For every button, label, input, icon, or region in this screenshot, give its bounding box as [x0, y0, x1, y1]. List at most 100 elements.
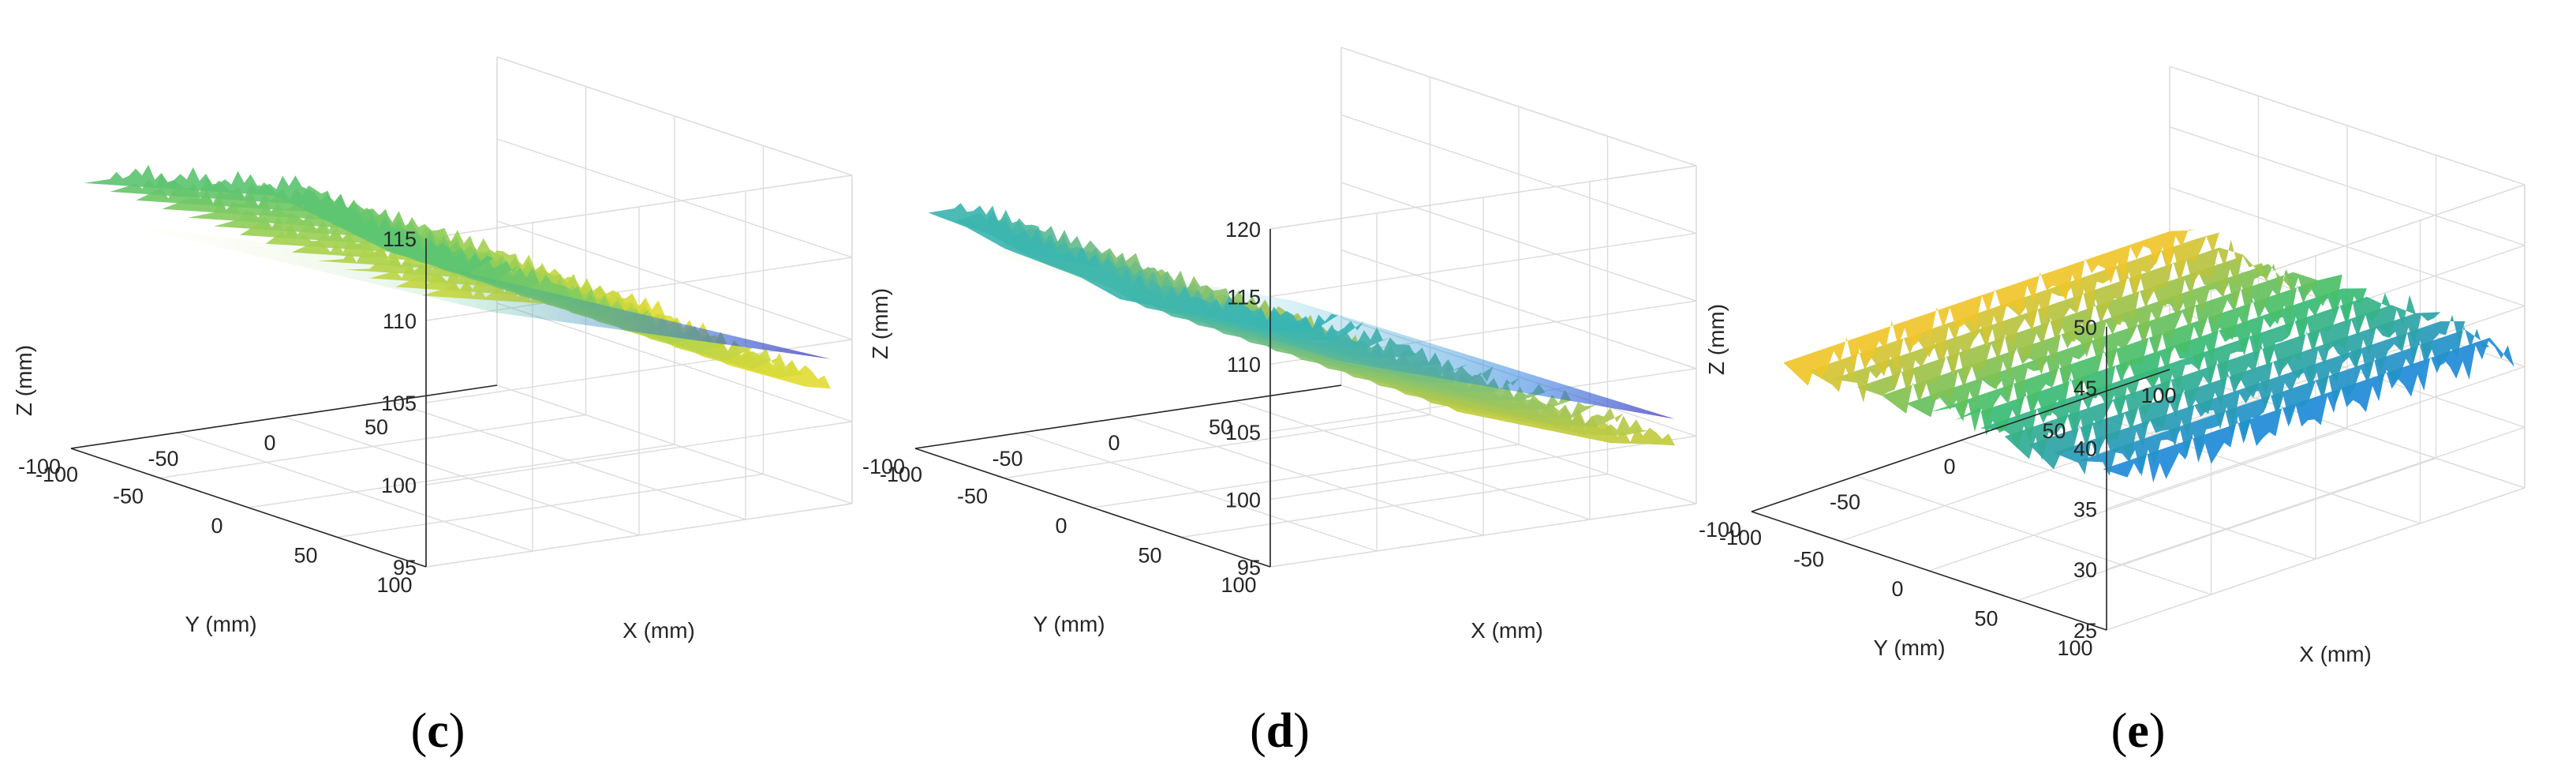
surface-strip	[2054, 314, 2466, 474]
z-tick-label: 95	[393, 556, 417, 579]
surface-strip	[928, 203, 1338, 332]
box-edge	[2169, 66, 2526, 186]
floor-grid-y	[248, 444, 675, 508]
x-axis-label: X (mm)	[1471, 618, 1543, 643]
x-tick-label: -100	[36, 463, 78, 486]
y-tick-label: 0	[211, 514, 222, 538]
x-axis-line	[70, 384, 498, 449]
box-edge	[496, 56, 853, 176]
z-tick-label: 50	[2073, 316, 2097, 339]
y-axis-line	[1751, 511, 2107, 631]
z-tick-label: 40	[2073, 437, 2097, 461]
surface-strip	[2078, 325, 2490, 477]
surface-strip	[1906, 269, 2318, 422]
z-axis-label: Z (mm)	[12, 345, 36, 416]
z-tick-label: 110	[383, 309, 417, 333]
y-tick-label: 100	[2057, 636, 2092, 660]
surface-color-wash	[110, 221, 831, 359]
floor-grid-y	[2017, 457, 2436, 602]
y-tick-label: -50	[113, 485, 144, 508]
y-tick-label: -100	[862, 455, 905, 478]
z-tick-label: 105	[381, 392, 417, 415]
y-axis-label: Y (mm)	[1033, 612, 1105, 636]
z-axis-label: Z (mm)	[868, 288, 892, 359]
panel-label-letter: c	[427, 704, 449, 758]
y-tick-label: 50	[1974, 607, 1998, 631]
x-tick-label: 0	[264, 431, 275, 455]
surface-color-wash	[954, 242, 1675, 419]
y-tick-label: -50	[957, 485, 988, 508]
x-axis-label: X (mm)	[2299, 642, 2372, 666]
x-tick-label: 50	[365, 415, 388, 439]
y-tick-label: -100	[18, 455, 61, 478]
y-tick-label: 50	[293, 544, 317, 568]
x-tick-label: -50	[992, 447, 1023, 471]
panel-label: (c)	[411, 704, 465, 758]
floor-grid-y	[1092, 444, 1520, 508]
surface-strip	[1856, 255, 2269, 400]
z-tick-label: 110	[1227, 353, 1261, 377]
y-axis-label: Y (mm)	[185, 612, 256, 636]
box-edge	[425, 174, 853, 239]
y-tick-label: -50	[1793, 548, 1824, 572]
z-axis-label: Z (mm)	[1704, 304, 1729, 375]
x-tick-label: 100	[2140, 384, 2176, 407]
floor-grid-y	[1004, 414, 1430, 479]
panel-label-open-paren: (	[411, 704, 428, 758]
box-edge	[1340, 47, 1697, 167]
chart-panel-d: -100-50050100500-50-10095100105110115120…	[862, 47, 1697, 758]
z-tick-label: 120	[1225, 218, 1261, 242]
x-axis-line	[914, 384, 1342, 449]
z-tick-label: 25	[2073, 619, 2097, 643]
y-tick-label: 100	[376, 573, 412, 597]
y-tick-label: 0	[1055, 514, 1067, 538]
floor-grid-y	[1928, 428, 2348, 572]
z-tick-label: 115	[1227, 286, 1261, 309]
z-tick-label: 35	[2073, 497, 2097, 521]
z-tick-label: 100	[1225, 488, 1261, 512]
panel-label-close-paren: )	[449, 704, 465, 758]
panel-label-open-paren: (	[1250, 704, 1266, 758]
panel-label-open-paren: (	[2111, 704, 2128, 758]
panel-label-letter: d	[1266, 704, 1293, 758]
y-tick-label: 0	[1891, 577, 1903, 601]
x-axis-line	[1751, 369, 2170, 512]
surface-strip	[1808, 232, 2219, 392]
y-axis-line	[914, 448, 1271, 568]
y-tick-label: 100	[1221, 573, 1256, 597]
box-edge	[1269, 165, 1697, 230]
chart-panel-e: -100 -50 0 50 100 100 50 0 -50 -100 25 30 35 40 45 50 X …	[1699, 66, 2526, 758]
floor-grid-y	[1181, 473, 1608, 538]
z-tick-label: 100	[381, 474, 417, 497]
z-tick-label: 105	[1225, 421, 1261, 444]
x-tick-label: -50	[148, 447, 178, 471]
panel-label-close-paren: )	[1293, 704, 1310, 758]
surface-strip	[1955, 288, 2367, 436]
z-tick-label: 95	[1237, 556, 1261, 579]
panel-label: (e)	[2111, 704, 2166, 758]
surface-strip	[1032, 230, 1441, 366]
z-tick-label: 115	[383, 227, 417, 251]
panel-label: (d)	[1250, 704, 1310, 758]
x-tick-label: -50	[1830, 490, 1860, 514]
y-axis-label: Y (mm)	[1873, 636, 1945, 660]
x-tick-label: -100	[1719, 526, 1762, 549]
surface-strip	[1832, 239, 2245, 403]
surface-strip	[84, 164, 494, 275]
panel-label-close-paren: )	[2149, 704, 2166, 758]
x-tick-label: -100	[880, 463, 922, 486]
surface-strip	[1931, 274, 2342, 433]
floor-grid-y	[337, 473, 764, 538]
surface-strip	[2103, 337, 2514, 483]
y-tick-label: -100	[1699, 518, 1741, 542]
x-tick-label: 50	[2042, 419, 2066, 443]
x-tick-label: 50	[1209, 415, 1232, 439]
x-tick-label: 0	[1108, 431, 1120, 455]
surface-strip	[1783, 229, 2195, 386]
surface-strip	[1058, 240, 1467, 375]
panel-label-letter: e	[2127, 704, 2149, 758]
y-tick-label: 50	[1138, 544, 1161, 568]
x-tick-label: 0	[1943, 455, 1955, 478]
